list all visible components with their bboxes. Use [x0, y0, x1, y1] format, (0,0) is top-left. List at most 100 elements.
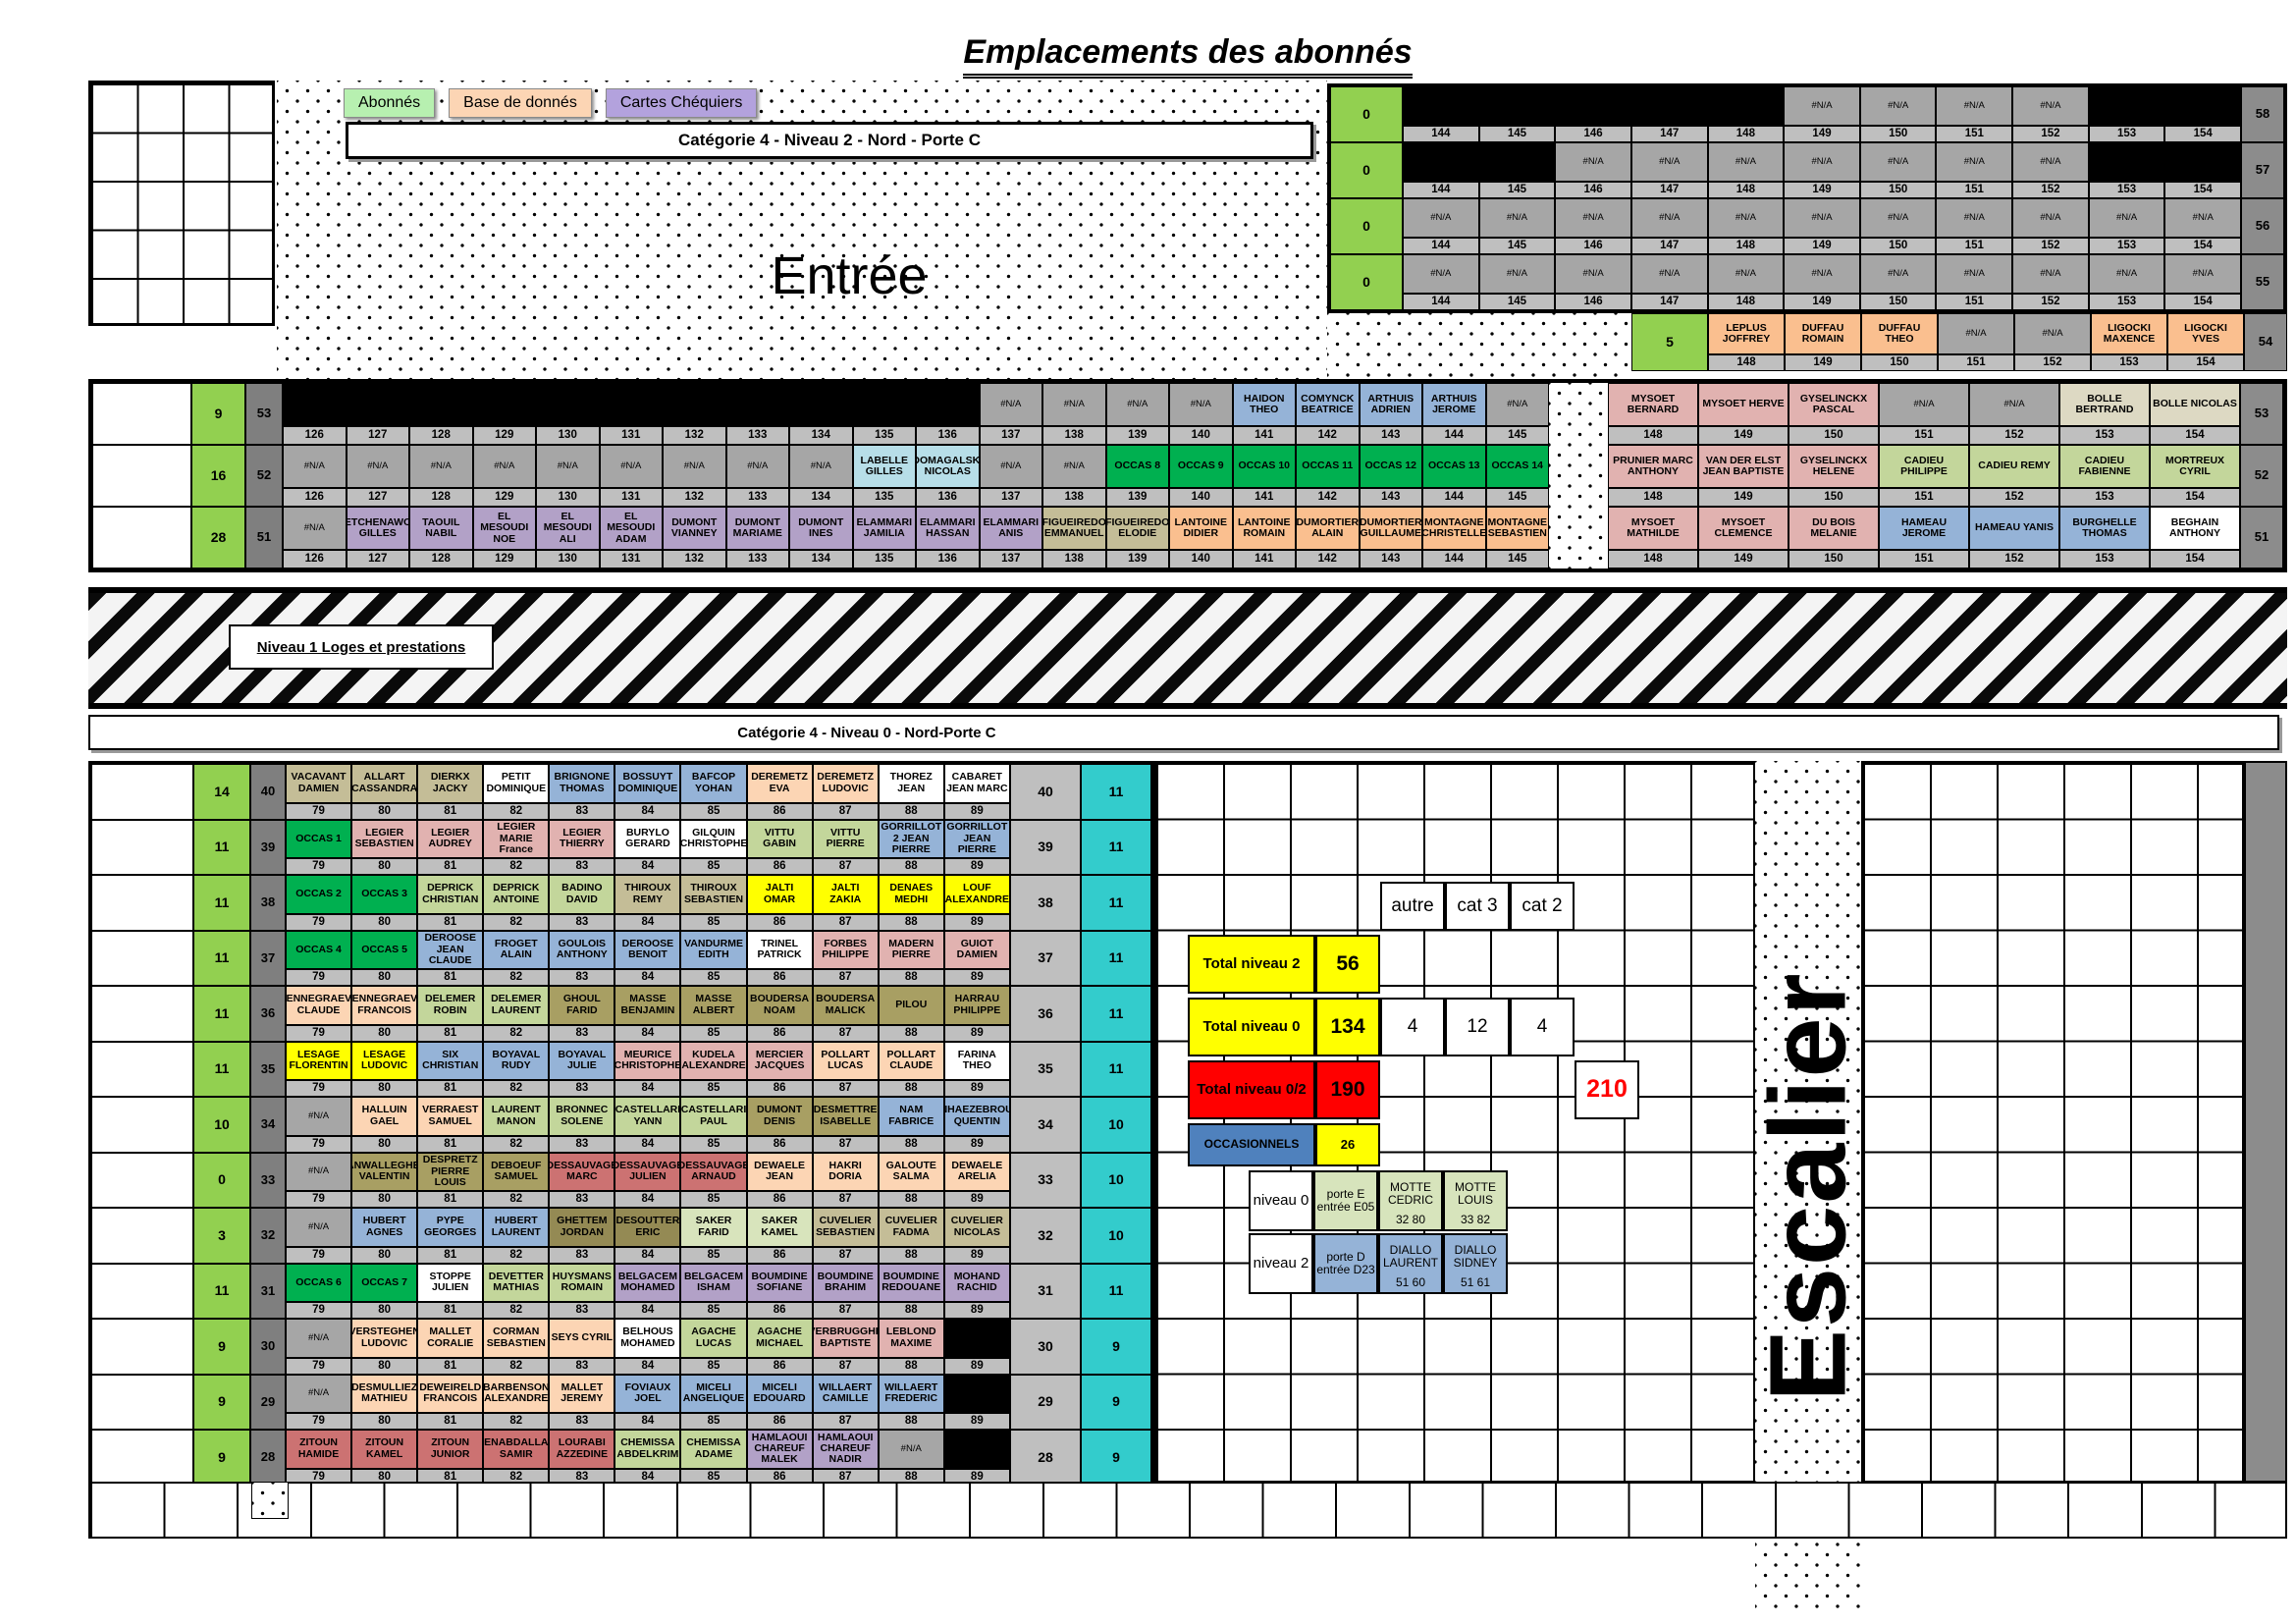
seat-cell[interactable] — [346, 383, 409, 426]
seat-cell[interactable]: BADINO DAVID — [549, 875, 615, 914]
seat-cell[interactable]: PRUNIER MARC ANTHONY — [1608, 445, 1698, 488]
seat-cell[interactable] — [663, 383, 726, 426]
seat-cell[interactable]: VANHAEZEBROUCK QUENTIN — [943, 1097, 1010, 1136]
seat-cell[interactable] — [1403, 142, 1479, 182]
seat-cell[interactable]: OCCAS 12 — [1359, 445, 1422, 488]
occasionnels-label[interactable]: OCCASIONNELS — [1188, 1123, 1315, 1166]
seat-cell[interactable]: #N/A — [2014, 313, 2091, 354]
seat-cell[interactable]: #N/A — [1555, 142, 1631, 182]
legend-button-2[interactable]: Cartes Chéquiers — [605, 88, 758, 118]
seat-cell[interactable]: BURYLO GERARD — [614, 819, 681, 858]
seat-cell[interactable]: DENAES MEDHI — [878, 875, 944, 914]
row-count[interactable]: 0 — [1330, 86, 1403, 142]
seat-cell[interactable]: BRONNEC SOLENE — [549, 1097, 615, 1136]
seat-cell[interactable]: MONTAGNE SEBASTIEN — [1485, 507, 1549, 550]
total-niveau02-value[interactable]: 190 — [1315, 1060, 1380, 1119]
total-niveau2-value[interactable]: 56 — [1315, 935, 1380, 994]
seat-cell[interactable]: EL MESOUDI NOE — [472, 507, 536, 550]
row-count[interactable]: 0 — [1330, 142, 1403, 198]
seat-cell[interactable]: CORMAN SEBASTIEN — [483, 1319, 550, 1358]
seat-cell[interactable]: #N/A — [725, 445, 789, 488]
seat-cell[interactable]: OCCAS 10 — [1232, 445, 1296, 488]
seat-cell[interactable] — [1555, 86, 1631, 126]
seat-cell[interactable]: OCCAS 13 — [1422, 445, 1486, 488]
seat-cell[interactable]: #N/A — [286, 1374, 352, 1413]
seat-cell[interactable]: DEROOSE BENOIT — [614, 930, 681, 969]
seat-cell[interactable]: #N/A — [1630, 142, 1708, 182]
seat-cell[interactable]: LESAGE LUDOVIC — [351, 1041, 418, 1080]
seat-cell[interactable]: EL MESOUDI ALI — [536, 507, 600, 550]
seat-diallo-laurent[interactable]: DIALLO LAURENT 51 60 — [1378, 1233, 1443, 1294]
seat-cell[interactable]: ZITOUN HAMIDE — [286, 1430, 352, 1469]
seat-cell[interactable]: #N/A — [1859, 142, 1937, 182]
seat-cell[interactable]: #N/A — [878, 1430, 944, 1469]
seat-cell[interactable]: SAKER KAMEL — [746, 1208, 813, 1247]
total-niveau2-label[interactable]: Total niveau 2 — [1188, 935, 1315, 994]
seat-cell[interactable]: VAN DER ELST JEAN BAPTISTE — [1698, 445, 1789, 488]
row-count[interactable]: 3 — [193, 1208, 250, 1264]
seat-cell[interactable]: LANTOINE ROMAIN — [1232, 507, 1296, 550]
seat-cell[interactable]: JALTI OMAR — [746, 875, 813, 914]
seat-cell[interactable]: OCCAS 2 — [286, 875, 352, 914]
seat-cell[interactable]: DUMONT INES — [789, 507, 853, 550]
seat-cell[interactable]: ELAMMARI HASSAN — [916, 507, 980, 550]
seat-cell[interactable]: MYSOET CLEMENCE — [1698, 507, 1789, 550]
seat-cell[interactable]: OCCAS 6 — [286, 1263, 352, 1302]
seat-cell[interactable]: #N/A — [1784, 86, 1860, 126]
seat-cell[interactable] — [789, 383, 853, 426]
seat-cell[interactable] — [2164, 142, 2242, 182]
seat-cell[interactable]: GYSELINCKX PASCAL — [1789, 383, 1879, 426]
seat-cell[interactable]: #N/A — [2088, 254, 2165, 294]
seat-cell[interactable]: MALLET CORALIE — [417, 1319, 484, 1358]
seat-cell[interactable]: CUVELIER SEBASTIEN — [812, 1208, 879, 1247]
seat-cell[interactable]: PILOU — [878, 986, 944, 1025]
seat-cell[interactable]: HAIDON THEO — [1232, 383, 1296, 426]
seat-cell[interactable]: #N/A — [1859, 198, 1937, 238]
seat-cell[interactable]: DESSAUVAGE ARNAUD — [680, 1152, 747, 1191]
seat-cell[interactable]: LAURENT MANON — [483, 1097, 550, 1136]
seat-cell[interactable] — [2088, 86, 2165, 126]
seat-cell[interactable]: VERSTEGHEN LUDOVIC — [351, 1319, 418, 1358]
seat-cell[interactable]: DU BOIS MELANIE — [1789, 507, 1879, 550]
seat-cell[interactable]: BELGACEM MOHAMED — [614, 1263, 681, 1302]
seat-cell[interactable]: #N/A — [1042, 445, 1106, 488]
row-subscriber-count[interactable]: 10 — [1081, 1152, 1151, 1208]
seat-cell[interactable]: POLLART CLAUDE — [878, 1041, 944, 1080]
seat-cell[interactable]: CASTELLARI PAUL — [680, 1097, 747, 1136]
row-subscriber-count[interactable]: 11 — [1081, 1041, 1151, 1097]
seat-cell[interactable]: HUYSMANS ROMAIN — [549, 1263, 615, 1302]
seat-cell[interactable] — [1403, 86, 1479, 126]
seat-cell[interactable]: DOMAGALSKI NICOLAS — [916, 445, 980, 488]
seat-cell[interactable]: MERCIER JACQUES — [746, 1041, 813, 1080]
seat-cell[interactable]: DESPRETZ PIERRE LOUIS — [417, 1152, 484, 1191]
seat-cell[interactable]: #N/A — [1403, 254, 1479, 294]
seat-cell[interactable]: #N/A — [2012, 198, 2089, 238]
row-subscriber-count[interactable]: 11 — [1081, 875, 1151, 931]
seat-cell[interactable]: #N/A — [2164, 198, 2242, 238]
seat-cell[interactable]: #N/A — [1707, 254, 1785, 294]
seat-cell[interactable]: SEYS CYRIL — [549, 1319, 615, 1358]
seat-cell[interactable]: GYSELINCKX HELENE — [1789, 445, 1879, 488]
seat-cell[interactable] — [2164, 86, 2242, 126]
seat-cell[interactable]: CADIEU PHILIPPE — [1879, 445, 1969, 488]
seat-cell[interactable]: HAMEAU YANIS — [1969, 507, 2059, 550]
seat-cell[interactable] — [725, 383, 789, 426]
seat-cell[interactable] — [916, 383, 980, 426]
seat-cell[interactable]: CABARET JEAN MARC — [943, 764, 1010, 803]
seat-cell[interactable]: #N/A — [1859, 254, 1937, 294]
row-count[interactable]: 9 — [191, 383, 245, 445]
seat-cell[interactable]: FIGUEIREDO EMMANUEL — [1042, 507, 1106, 550]
seat-cell[interactable]: BOUMDINE BRAHIM — [812, 1263, 879, 1302]
seat-cell[interactable]: #N/A — [1478, 198, 1556, 238]
seat-cell[interactable] — [852, 383, 916, 426]
seat-cell[interactable]: GHETTEM JORDAN — [549, 1208, 615, 1247]
seat-cell[interactable]: CHEMISSA ABDELKRIM — [614, 1430, 681, 1469]
seat-cell[interactable]: THOREZ JEAN — [878, 764, 944, 803]
seat-cell[interactable]: DEREMETZ LUDOVIC — [812, 764, 879, 803]
seat-cell[interactable]: #N/A — [2012, 254, 2089, 294]
seat-cell[interactable]: #N/A — [2164, 254, 2242, 294]
row-count[interactable]: 11 — [193, 1041, 250, 1097]
seat-cell[interactable]: #N/A — [1630, 254, 1708, 294]
seat-cell[interactable]: BAFCOP YOHAN — [680, 764, 747, 803]
row-count[interactable]: 28 — [191, 507, 245, 568]
